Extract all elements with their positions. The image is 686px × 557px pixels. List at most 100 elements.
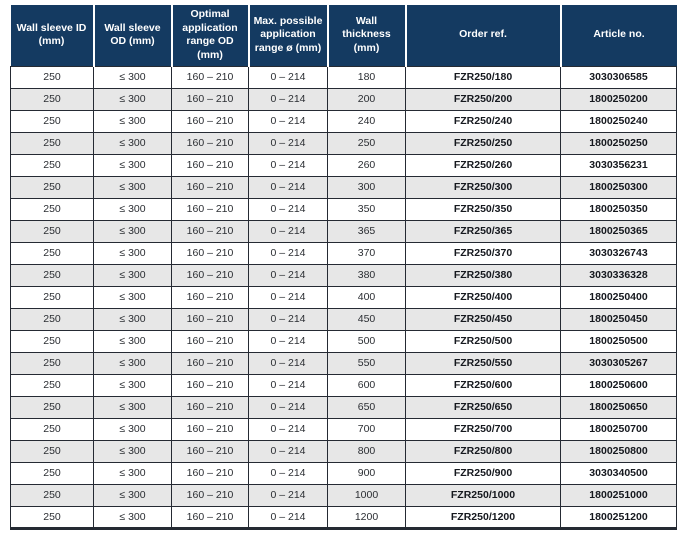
cell-wall-sleeve-od: ≤ 300 [93,175,172,199]
cell-wall-thickness: 200 [327,87,406,111]
cell-optimal-range: 160 – 210 [171,439,249,463]
table-row: 250 ≤ 300 160 – 210 0 – 214 550 FZR250/550 303… [10,351,677,375]
cell-wall-sleeve-id: 250 [10,505,94,530]
cell-max-range: 0 – 214 [248,263,328,287]
cell-max-range: 0 – 214 [248,285,328,309]
cell-wall-thickness: 550 [327,351,406,375]
column-header-optimal-range: Optimal application range OD (mm) [170,5,249,67]
column-header-article-no: Article no. [559,5,677,67]
cell-wall-sleeve-id: 250 [10,285,94,309]
cell-order-ref: FZR250/370 [405,241,561,265]
table-row: 250 ≤ 300 160 – 210 0 – 214 370 FZR250/370 303… [10,241,677,265]
cell-order-ref: FZR250/900 [405,461,561,485]
cell-optimal-range: 160 – 210 [171,263,249,287]
cell-article-no: 1800250200 [560,87,677,111]
cell-article-no: 1800250365 [560,219,677,243]
cell-max-range: 0 – 214 [248,197,328,221]
table-row: 250 ≤ 300 160 – 210 0 – 214 300 FZR250/300 180… [10,175,677,199]
table-row: 250 ≤ 300 160 – 210 0 – 214 900 FZR250/900 303… [10,461,677,485]
cell-wall-sleeve-id: 250 [10,395,94,419]
cell-article-no: 1800250800 [560,439,677,463]
cell-wall-thickness: 900 [327,461,406,485]
column-header-order-ref: Order ref. [404,5,561,67]
cell-wall-sleeve-od: ≤ 300 [93,373,172,397]
cell-order-ref: FZR250/600 [405,373,561,397]
cell-wall-sleeve-id: 250 [10,197,94,221]
cell-wall-sleeve-id: 250 [10,109,94,133]
cell-wall-thickness: 250 [327,131,406,155]
cell-wall-sleeve-id: 250 [10,307,94,331]
cell-article-no: 1800250240 [560,109,677,133]
cell-wall-sleeve-od: ≤ 300 [93,483,172,507]
cell-wall-thickness: 650 [327,395,406,419]
cell-max-range: 0 – 214 [248,373,328,397]
cell-optimal-range: 160 – 210 [171,395,249,419]
table-row: 250 ≤ 300 160 – 210 0 – 214 800 FZR250/800 180… [10,439,677,463]
product-table: Wall sleeve ID (mm) Wall sleeve OD (mm) Op… [10,5,677,530]
cell-optimal-range: 160 – 210 [171,65,249,89]
cell-optimal-range: 160 – 210 [171,219,249,243]
cell-wall-sleeve-id: 250 [10,219,94,243]
cell-max-range: 0 – 214 [248,241,328,265]
cell-wall-sleeve-id: 250 [10,351,94,375]
cell-article-no: 3030305267 [560,351,677,375]
table-row: 250 ≤ 300 160 – 210 0 – 214 1000 FZR250/1000 1… [10,483,677,507]
cell-wall-sleeve-id: 250 [10,131,94,155]
cell-wall-sleeve-od: ≤ 300 [93,109,172,133]
cell-article-no: 3030356231 [560,153,677,177]
cell-optimal-range: 160 – 210 [171,351,249,375]
table-row: 250 ≤ 300 160 – 210 0 – 214 250 FZR250/250 180… [10,131,677,155]
cell-order-ref: FZR250/365 [405,219,561,243]
cell-wall-sleeve-od: ≤ 300 [93,439,172,463]
cell-optimal-range: 160 – 210 [171,131,249,155]
table-row: 250 ≤ 300 160 – 210 0 – 214 450 FZR250/450 180… [10,307,677,331]
cell-order-ref: FZR250/180 [405,65,561,89]
cell-wall-thickness: 350 [327,197,406,221]
cell-wall-thickness: 450 [327,307,406,331]
cell-max-range: 0 – 214 [248,439,328,463]
cell-order-ref: FZR250/400 [405,285,561,309]
cell-article-no: 3030326743 [560,241,677,265]
table-row: 250 ≤ 300 160 – 210 0 – 214 240 FZR250/240 180… [10,109,677,133]
cell-wall-sleeve-od: ≤ 300 [93,241,172,265]
cell-max-range: 0 – 214 [248,417,328,441]
cell-order-ref: FZR250/350 [405,197,561,221]
cell-max-range: 0 – 214 [248,175,328,199]
cell-wall-thickness: 700 [327,417,406,441]
product-table-wrapper: Wall sleeve ID (mm) Wall sleeve OD (mm) Op… [10,5,677,530]
cell-wall-sleeve-id: 250 [10,461,94,485]
column-header-max-range: Max. possible application range ø (mm) [247,5,328,67]
cell-wall-thickness: 380 [327,263,406,287]
cell-article-no: 1800250650 [560,395,677,419]
cell-order-ref: FZR250/1000 [405,483,561,507]
column-header-wall-sleeve-id: Wall sleeve ID (mm) [10,5,94,67]
cell-optimal-range: 160 – 210 [171,417,249,441]
cell-max-range: 0 – 214 [248,461,328,485]
cell-order-ref: FZR250/200 [405,87,561,111]
cell-max-range: 0 – 214 [248,329,328,353]
cell-wall-sleeve-od: ≤ 300 [93,87,172,111]
cell-max-range: 0 – 214 [248,87,328,111]
cell-wall-thickness: 500 [327,329,406,353]
cell-wall-sleeve-id: 250 [10,417,94,441]
cell-wall-sleeve-od: ≤ 300 [93,461,172,485]
cell-optimal-range: 160 – 210 [171,153,249,177]
cell-order-ref: FZR250/260 [405,153,561,177]
cell-wall-sleeve-id: 250 [10,373,94,397]
cell-wall-sleeve-id: 250 [10,153,94,177]
cell-wall-sleeve-od: ≤ 300 [93,131,172,155]
cell-optimal-range: 160 – 210 [171,505,249,530]
cell-optimal-range: 160 – 210 [171,87,249,111]
cell-wall-sleeve-od: ≤ 300 [93,197,172,221]
cell-order-ref: FZR250/500 [405,329,561,353]
cell-wall-thickness: 240 [327,109,406,133]
cell-optimal-range: 160 – 210 [171,175,249,199]
cell-wall-sleeve-id: 250 [10,65,94,89]
cell-max-range: 0 – 214 [248,307,328,331]
cell-article-no: 1800250300 [560,175,677,199]
cell-article-no: 1800250250 [560,131,677,155]
cell-wall-sleeve-od: ≤ 300 [93,153,172,177]
cell-order-ref: FZR250/380 [405,263,561,287]
cell-wall-sleeve-od: ≤ 300 [93,307,172,331]
cell-wall-sleeve-id: 250 [10,87,94,111]
